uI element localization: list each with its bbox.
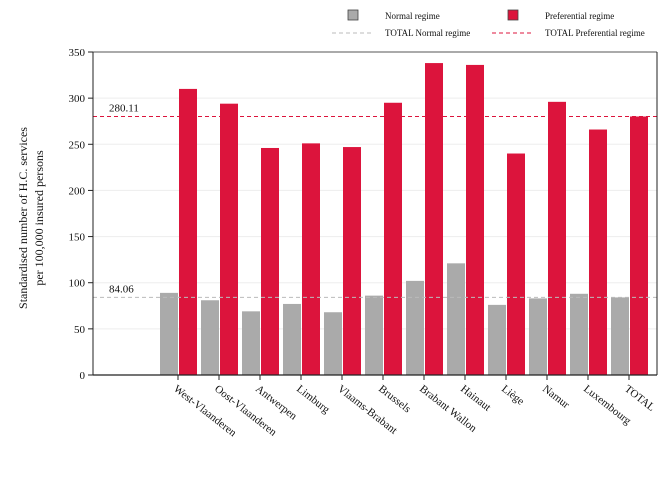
y-axis-title-line-2: per 100,000 insured persons bbox=[32, 150, 46, 286]
y-tick-label: 50 bbox=[74, 324, 86, 336]
bar-normal-regime bbox=[570, 293, 588, 375]
bar-preferential-regime bbox=[425, 63, 443, 376]
bar-preferential-regime bbox=[548, 101, 566, 375]
bar-preferential-regime bbox=[630, 116, 648, 376]
x-tick-label: Hainaut bbox=[458, 383, 493, 414]
x-tick-label: Limburg bbox=[294, 383, 332, 416]
legend-label-preferential: Preferential regime bbox=[545, 11, 614, 21]
bar-normal-regime bbox=[324, 312, 342, 375]
legend-label-total-preferential: TOTAL Preferential regime bbox=[545, 28, 645, 38]
reference-label-total-preferential: 280.11 bbox=[109, 102, 139, 114]
y-tick-label: 300 bbox=[69, 93, 86, 105]
legend-swatch-preferential bbox=[507, 9, 519, 21]
legend-label-normal: Normal regime bbox=[385, 11, 440, 21]
bar-normal-regime bbox=[201, 300, 219, 375]
x-tick-label: Brussels bbox=[376, 383, 413, 415]
y-tick-label: 250 bbox=[69, 139, 86, 151]
bar-preferential-regime bbox=[261, 147, 279, 375]
y-axis-title-line-1: Standardised number of H.C. services bbox=[16, 127, 30, 309]
bar-normal-regime bbox=[406, 280, 424, 375]
bar-normal-regime bbox=[242, 311, 260, 375]
bar-normal-regime bbox=[160, 292, 178, 375]
bars bbox=[160, 63, 648, 376]
bar-preferential-regime bbox=[384, 102, 402, 375]
x-tick-label: TOTAL bbox=[622, 383, 657, 414]
legend-swatch-normal bbox=[347, 9, 359, 21]
bar-preferential-regime bbox=[179, 88, 197, 376]
legend: Normal regime Preferential regime TOTAL … bbox=[332, 9, 645, 38]
bar-preferential-regime bbox=[466, 64, 484, 376]
bar-normal-regime bbox=[529, 298, 547, 375]
bar-preferential-regime bbox=[302, 143, 320, 375]
reference-lines: 84.06 280.11 bbox=[93, 102, 657, 298]
axes bbox=[88, 51, 658, 380]
bar-preferential-regime bbox=[589, 129, 607, 375]
bar-normal-regime bbox=[365, 295, 383, 375]
bar-normal-regime bbox=[488, 304, 506, 375]
bar-normal-regime bbox=[447, 263, 465, 375]
x-tick-label: Namur bbox=[540, 383, 572, 411]
tick-labels: 050100150200250300350West-VlaanderenOost… bbox=[69, 47, 658, 440]
y-tick-label: 200 bbox=[69, 185, 86, 197]
grid bbox=[93, 51, 657, 330]
y-tick-label: 0 bbox=[80, 370, 86, 382]
legend-label-total-normal: TOTAL Normal regime bbox=[385, 28, 470, 38]
y-tick-label: 100 bbox=[69, 278, 86, 290]
bar-preferential-regime bbox=[343, 147, 361, 375]
x-tick-label: Liège bbox=[499, 383, 526, 408]
bar-normal-regime bbox=[283, 303, 301, 375]
bar-normal-regime bbox=[611, 297, 629, 375]
reference-label-total-normal: 84.06 bbox=[109, 283, 134, 295]
y-tick-label: 150 bbox=[69, 232, 86, 244]
bar-preferential-regime bbox=[220, 103, 238, 376]
y-tick-label: 350 bbox=[69, 47, 86, 59]
y-axis-title: Standardised number of H.C. services per… bbox=[16, 127, 46, 309]
bar-preferential-regime bbox=[507, 153, 525, 375]
